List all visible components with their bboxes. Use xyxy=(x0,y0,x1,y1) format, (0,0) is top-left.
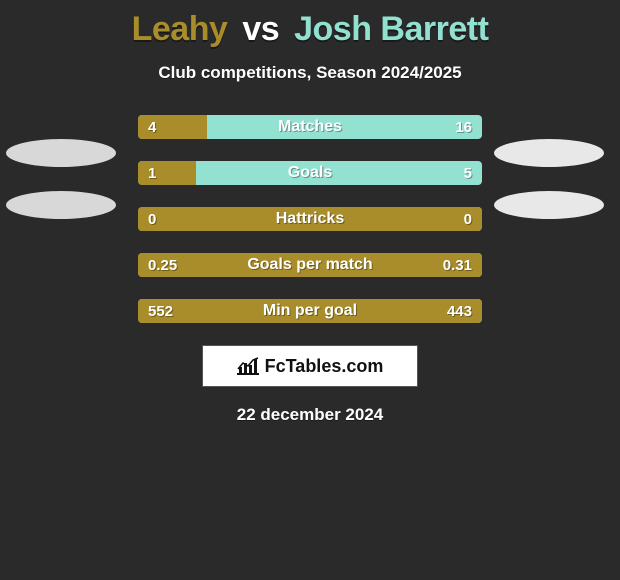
stat-row: 00Hattricks xyxy=(138,207,482,231)
stat-row: 0.250.31Goals per match xyxy=(138,253,482,277)
snapshot-date: 22 december 2024 xyxy=(0,405,620,425)
stats-area: 416Matches 15Goals 00Hattricks 0.250.31Goal… xyxy=(0,115,620,323)
vs-text: vs xyxy=(242,10,279,48)
brand-text: FcTables.com xyxy=(265,356,384,377)
bar-left xyxy=(138,253,482,277)
subtitle: Club competitions, Season 2024/2025 xyxy=(0,63,620,83)
bar-left xyxy=(138,299,482,323)
team-badge-right xyxy=(494,139,604,167)
brand-box: FcTables.com xyxy=(202,345,418,387)
player2-name: Josh Barrett xyxy=(294,10,488,48)
stat-row: 552443Min per goal xyxy=(138,299,482,323)
bar-left xyxy=(138,207,482,231)
team-badge-left xyxy=(6,191,116,219)
stat-row: 15Goals xyxy=(138,161,482,185)
team-badge-right xyxy=(494,191,604,219)
comparison-title: Leahy vs Josh Barrett xyxy=(0,0,620,49)
player1-name: Leahy xyxy=(132,10,228,48)
bar-left xyxy=(138,161,196,185)
bar-left xyxy=(138,115,207,139)
stat-row: 416Matches xyxy=(138,115,482,139)
team-badge-left xyxy=(6,139,116,167)
brand-chart-icon xyxy=(237,357,259,375)
